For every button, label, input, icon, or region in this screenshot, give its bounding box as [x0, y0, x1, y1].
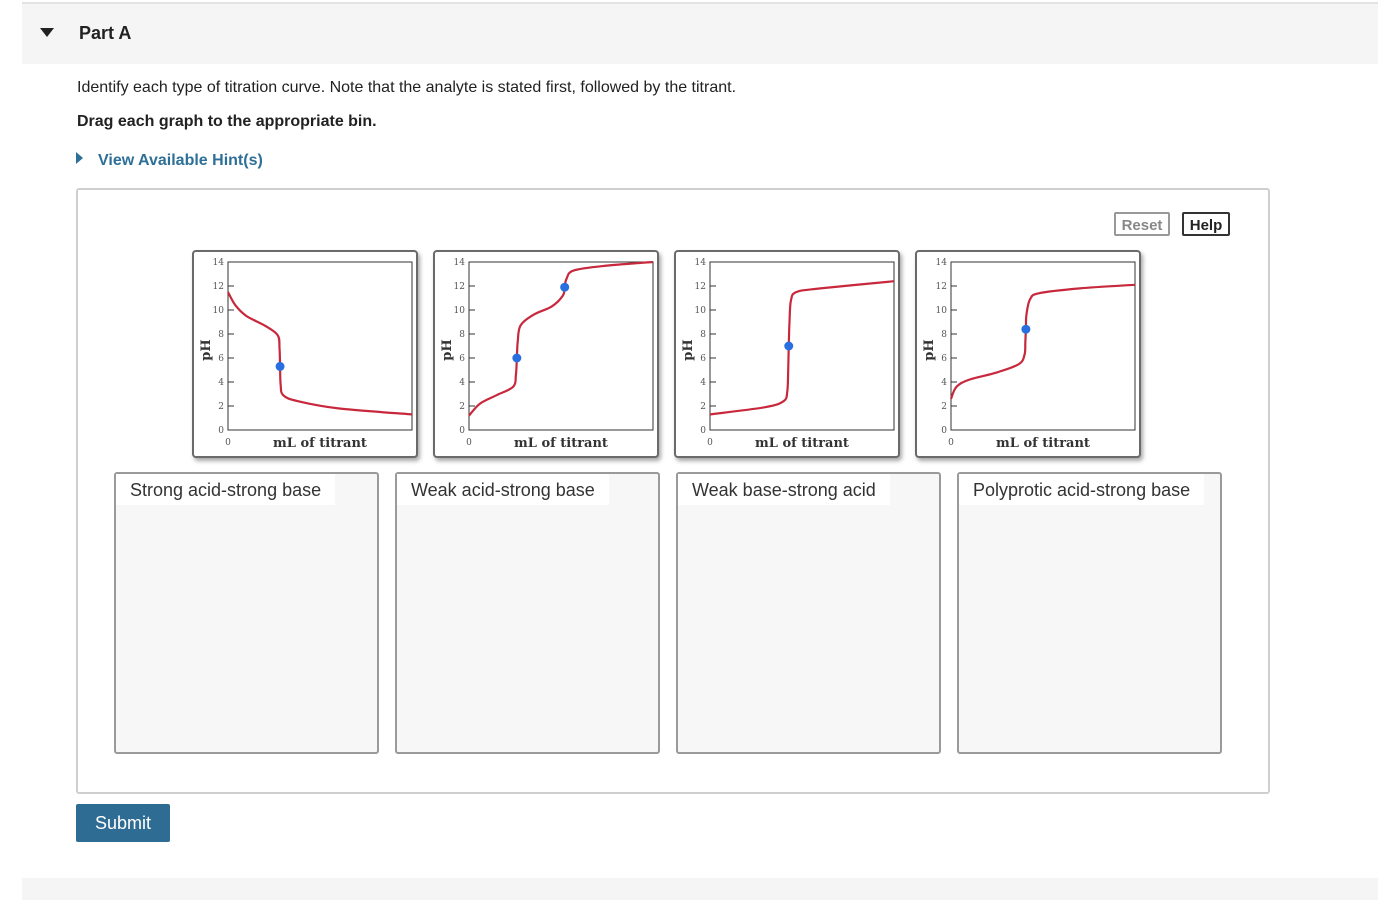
- equivalence-point: [784, 341, 794, 351]
- y-tick-label: 14: [454, 258, 466, 268]
- bin-label: Polyprotic acid-strong base: [959, 474, 1205, 505]
- y-tick-label: 2: [700, 402, 706, 412]
- y-tick-label: 0: [459, 426, 465, 436]
- x-axis-label: mL of titrant: [755, 436, 849, 451]
- view-hints-link[interactable]: View Available Hint(s): [98, 152, 263, 169]
- hint-expand-icon[interactable]: [76, 152, 83, 164]
- x-axis-label: mL of titrant: [273, 436, 367, 451]
- y-axis-label: pH: [681, 339, 696, 360]
- equivalence-point: [275, 361, 285, 371]
- plot-frame: [227, 261, 413, 431]
- question-instructions: Identify each type of titration curve. N…: [77, 79, 737, 96]
- y-tick-label: 2: [459, 402, 465, 412]
- y-tick-label: 6: [459, 354, 465, 364]
- y-tick-label: 10: [695, 306, 707, 316]
- y-tick-label: 8: [459, 330, 465, 340]
- graph-tile-2[interactable]: 0 2 4 6 8 10 12 14 0 mL of titrant pH: [433, 250, 659, 458]
- plot-frame: [468, 261, 654, 431]
- y-axis-label: pH: [440, 339, 455, 360]
- help-button[interactable]: Help: [1182, 212, 1230, 236]
- y-tick-label: 4: [941, 378, 947, 388]
- plot-frame: [950, 261, 1136, 431]
- x-tick-label: 0: [466, 438, 472, 448]
- y-tick-label: 12: [213, 282, 224, 292]
- y-tick-label: 4: [700, 378, 706, 388]
- y-tick-label: 0: [941, 426, 947, 436]
- x-tick-label: 0: [948, 438, 954, 448]
- y-tick-label: 10: [936, 306, 948, 316]
- y-tick-label: 12: [454, 282, 465, 292]
- titration-graph: 0 2 4 6 8 10 12 14 0 mL of titrant pH: [922, 258, 1136, 451]
- y-tick-label: 6: [218, 354, 224, 364]
- y-tick-label: 4: [218, 378, 224, 388]
- plot-frame: [709, 261, 895, 431]
- bin-label: Strong acid-strong base: [116, 474, 336, 505]
- x-axis-label: mL of titrant: [514, 436, 608, 451]
- titration-graph: 0 2 4 6 8 10 12 14 0 mL of titrant pH: [681, 258, 895, 451]
- part-title: Part A: [79, 23, 132, 43]
- titration-curve: [949, 283, 1136, 400]
- bin-strong-acid-strong-base[interactable]: Strong acid-strong base: [114, 472, 379, 754]
- drag-instruction: Drag each graph to the appropriate bin.: [77, 113, 377, 130]
- equivalence-point: [512, 353, 522, 363]
- x-tick-label: 0: [225, 438, 231, 448]
- graph-tile-1[interactable]: 0 2 4 6 8 10 12 14 0 mL of titrant pH: [192, 250, 418, 458]
- graph-tile-3[interactable]: 0 2 4 6 8 10 12 14 0 mL of titrant pH: [674, 250, 900, 458]
- bin-label: Weak base-strong acid: [678, 474, 890, 505]
- y-tick-label: 6: [941, 354, 947, 364]
- y-tick-label: 2: [941, 402, 947, 412]
- titration-graph: 0 2 4 6 8 10 12 14 0 mL of titrant pH: [440, 258, 654, 451]
- y-tick-label: 10: [454, 306, 466, 316]
- y-tick-label: 12: [695, 282, 706, 292]
- bin-polyprotic-acid-strong-base[interactable]: Polyprotic acid-strong base: [957, 472, 1222, 754]
- y-tick-label: 14: [695, 258, 707, 268]
- y-tick-label: 14: [213, 258, 225, 268]
- part-header[interactable]: Part A: [22, 4, 1378, 64]
- y-tick-label: 8: [941, 330, 947, 340]
- bin-weak-base-strong-acid[interactable]: Weak base-strong acid: [676, 472, 941, 754]
- top-divider: [22, 2, 1378, 4]
- titration-graph: 0 2 4 6 8 10 12 14 0 mL of titrant pH: [199, 258, 413, 451]
- y-tick-label: 8: [218, 330, 224, 340]
- y-axis-label: pH: [199, 339, 214, 360]
- bottom-band: [22, 878, 1378, 900]
- x-axis-label: mL of titrant: [996, 436, 1090, 451]
- bin-label: Weak acid-strong base: [397, 474, 609, 505]
- submit-button[interactable]: Submit: [76, 804, 170, 842]
- y-tick-label: 6: [700, 354, 706, 364]
- y-tick-label: 4: [459, 378, 465, 388]
- graph-tile-4[interactable]: 0 2 4 6 8 10 12 14 0 mL of titrant pH: [915, 250, 1141, 458]
- equivalence-point: [560, 282, 570, 292]
- y-tick-label: 10: [213, 306, 225, 316]
- titration-curve: [227, 291, 413, 416]
- y-tick-label: 14: [936, 258, 948, 268]
- y-tick-label: 12: [936, 282, 947, 292]
- titration-curve: [468, 260, 654, 417]
- y-tick-label: 2: [218, 402, 224, 412]
- y-tick-label: 0: [218, 426, 224, 436]
- y-tick-label: 8: [700, 330, 706, 340]
- reset-button[interactable]: Reset: [1114, 212, 1170, 236]
- x-tick-label: 0: [707, 438, 713, 448]
- y-axis-label: pH: [922, 339, 937, 360]
- equivalence-point: [1021, 324, 1031, 334]
- collapse-triangle-icon[interactable]: [40, 28, 54, 37]
- y-tick-label: 0: [700, 426, 706, 436]
- bin-weak-acid-strong-base[interactable]: Weak acid-strong base: [395, 472, 660, 754]
